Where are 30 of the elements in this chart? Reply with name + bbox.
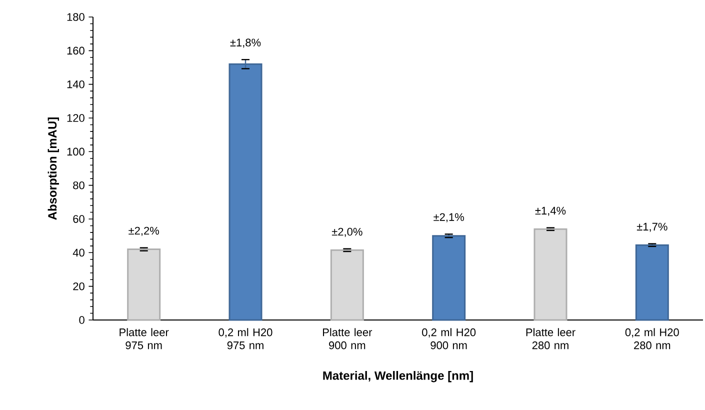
y-tick-label: 140	[67, 80, 84, 88]
bar	[228, 63, 262, 321]
annotation: ±2,1%	[434, 213, 464, 222]
y-axis-title: Absorption [mAU]	[48, 118, 59, 220]
y-tick-label: 120	[67, 114, 84, 122]
x-tick-label: Platte leer 975 nm	[120, 328, 169, 350]
bar	[127, 248, 161, 321]
y-tick-label: 80	[73, 181, 84, 190]
bar	[330, 249, 364, 321]
x-tick-label: 0,2 ml H20 280 nm	[625, 328, 679, 350]
y-tick-label: 60	[73, 215, 84, 223]
annotation: ±1,7%	[636, 222, 668, 232]
y-tick-label: 20	[73, 282, 84, 290]
annotation: ±1,4%	[535, 206, 566, 216]
annotation: ±2,2%	[128, 226, 159, 236]
x-tick-label: 0,2 ml H20 975 nm	[218, 328, 272, 350]
y-tick-label: 40	[72, 248, 84, 257]
annotation: ±2,0%	[332, 228, 362, 237]
x-axis-title: Material, Wellenlänge [nm]	[323, 371, 473, 382]
y-tick-label: 180	[67, 13, 84, 21]
x-tick-label: Platte leer 900 nm	[323, 328, 372, 350]
bar	[432, 235, 466, 321]
y-tick-label: 0	[79, 316, 84, 324]
x-tick-label: 0,2 ml H20 900 nm	[422, 328, 476, 350]
y-tick-label: 100	[67, 148, 84, 156]
x-tick-label: Platte leer 280 nm	[526, 328, 576, 350]
bar	[635, 244, 669, 321]
annotation: ±1,8%	[230, 38, 261, 48]
y-tick-label: 160	[67, 46, 84, 55]
bar	[534, 228, 568, 321]
